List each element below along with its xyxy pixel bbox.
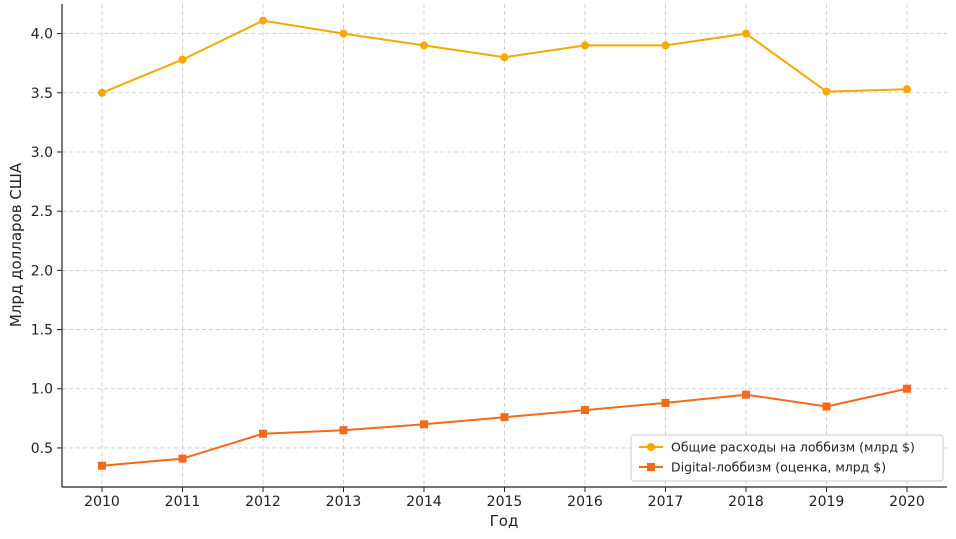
x-axis-label: Год [490, 512, 519, 530]
data-point-circle [178, 55, 187, 64]
data-point-circle [500, 53, 509, 62]
x-tick-label: 2012 [245, 494, 281, 510]
data-point-square [259, 429, 267, 438]
y-tick-label: 3.0 [31, 145, 53, 161]
x-tick-label: 2020 [889, 494, 925, 510]
y-ticks: 0.5 1.0 1.5 2.0 2.5 3.0 3.5 4.0 [31, 27, 62, 457]
y-tick-label: 3.5 [31, 86, 53, 102]
data-point-circle [259, 16, 267, 25]
legend-label-total: Общие расходы на лоббизм (млрд $) [671, 440, 915, 455]
data-point-square [661, 398, 670, 407]
grid-lines [62, 4, 947, 487]
x-tick-label: 2016 [567, 494, 603, 510]
y-tick-label: 1.5 [31, 323, 53, 339]
data-point-circle [903, 85, 911, 94]
y-tick-label: 1.0 [31, 382, 53, 398]
data-point-circle [339, 29, 348, 38]
data-point-square [822, 402, 831, 411]
x-ticks: 2010 2011 2012 2013 2014 2015 2016 2017 2018 2019… [84, 487, 925, 510]
data-point-circle [661, 41, 670, 50]
x-tick-label: 2013 [326, 494, 362, 510]
x-tick-label: 2014 [406, 494, 442, 510]
data-point-square [339, 426, 348, 435]
x-tick-label: 2018 [728, 494, 764, 510]
x-tick-label: 2011 [165, 494, 201, 510]
legend-marker-total [647, 443, 655, 451]
y-tick-label: 0.5 [31, 441, 53, 457]
y-axis-label: Млрд долларов США [7, 162, 25, 327]
data-point-circle [742, 29, 750, 38]
data-point-square [903, 384, 911, 393]
y-tick-label: 4.0 [31, 27, 53, 43]
data-point-square [500, 413, 509, 422]
y-tick-label: 2.0 [31, 263, 53, 279]
x-tick-label: 2010 [84, 494, 120, 510]
data-point-circle [822, 87, 831, 96]
data-point-square [420, 420, 428, 429]
series-layer [98, 16, 911, 470]
data-point-circle [420, 41, 428, 50]
legend-box [630, 434, 944, 482]
data-point-circle [98, 88, 106, 97]
legend-label-digital: Digital-лоббизм (оценка, млрд $) [671, 460, 886, 475]
x-tick-label: 2017 [648, 494, 684, 510]
data-point-square [98, 461, 106, 470]
data-point-square [581, 406, 589, 415]
data-point-square [178, 454, 187, 463]
legend-marker-digital [647, 463, 655, 471]
x-tick-label: 2019 [809, 494, 845, 510]
y-tick-label: 2.5 [31, 204, 53, 220]
legend: Общие расходы на лоббизм (млрд $) Digita… [630, 434, 944, 482]
data-point-circle [581, 41, 589, 50]
x-tick-label: 2015 [487, 494, 523, 510]
data-point-square [742, 390, 750, 399]
